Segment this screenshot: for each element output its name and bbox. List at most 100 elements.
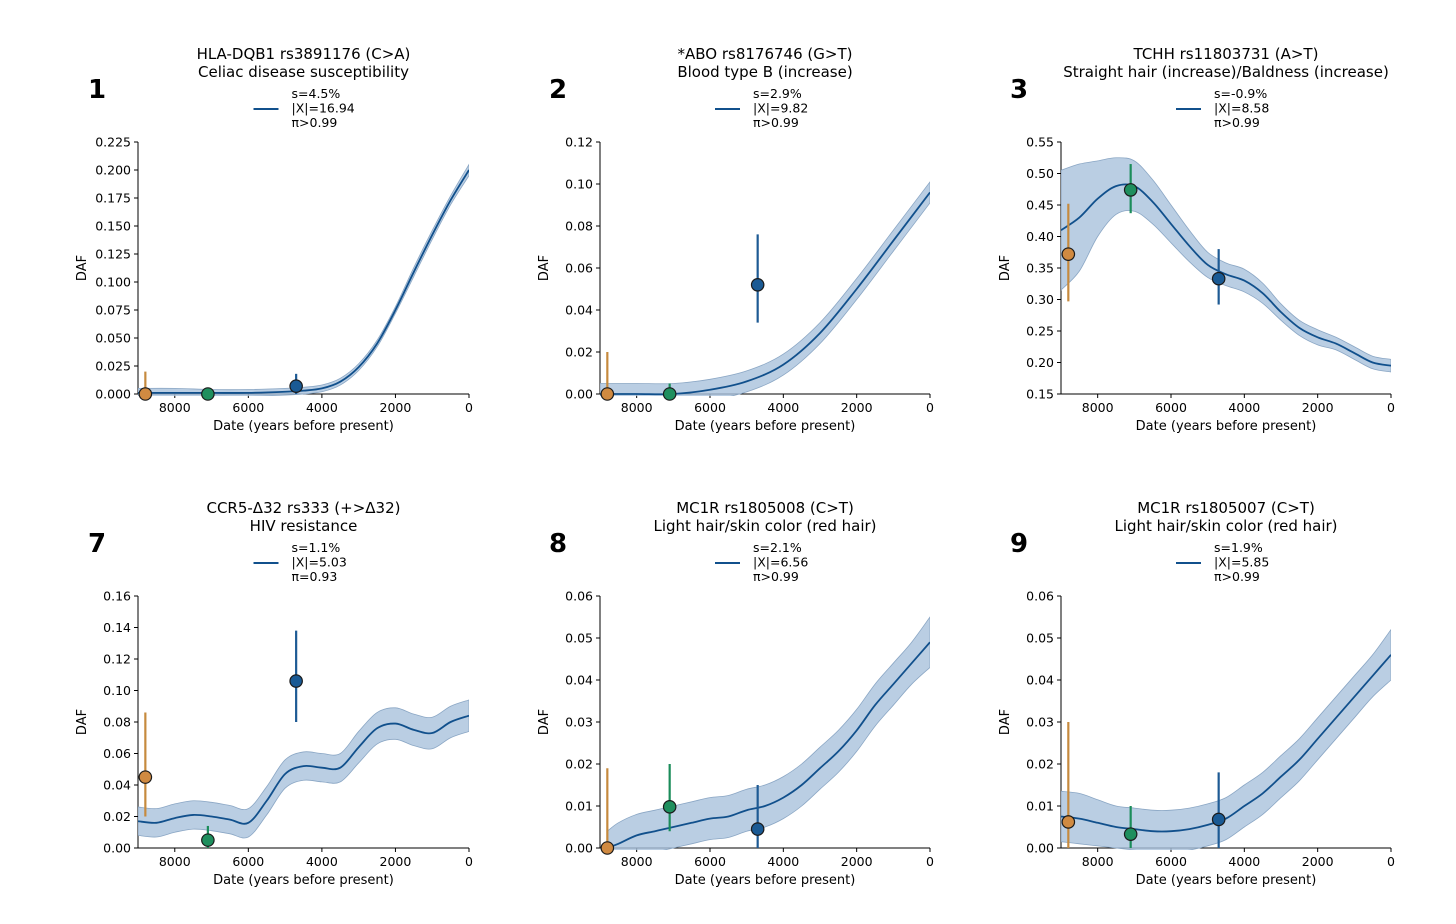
x-tick-label: 6000 [694, 400, 726, 415]
x-axis-label: Date (years before present) [1136, 873, 1317, 888]
data-point [1211, 812, 1226, 827]
panel-number: 3 [1010, 75, 1028, 105]
panel-number: 9 [1010, 529, 1028, 559]
legend-entry: |X|=5.03 [292, 555, 347, 570]
y-tick-label: 0.02 [103, 809, 131, 824]
y-tick-label: 0.02 [1026, 757, 1054, 772]
panel-9: 9 MC1R rs1805007 (C>T)Light hair/skin col… [998, 499, 1395, 888]
y-tick-label: 0.04 [565, 303, 593, 318]
x-tick-label: 4000 [1228, 854, 1260, 869]
y-tick-label: 0.01 [565, 799, 593, 814]
legend: s=1.9%|X|=5.85π>0.99 [1176, 540, 1269, 584]
y-tick-label: 0.06 [103, 746, 131, 761]
panel-number: 7 [88, 529, 106, 559]
confidence-band [1061, 157, 1391, 373]
data-point [1123, 183, 1138, 197]
chart-subtitle: HIV resistance [250, 517, 358, 535]
y-tick-label: 0.150 [95, 219, 131, 234]
x-tick-label: 0 [1387, 400, 1395, 415]
legend: s=1.1%|X|=5.03π=0.93 [253, 540, 347, 584]
y-tick-label: 0.25 [1026, 324, 1054, 339]
x-axis-label: Date (years before present) [213, 873, 394, 888]
y-tick-label: 0.00 [1026, 841, 1054, 856]
chart-subtitle: Celiac disease susceptibility [198, 63, 409, 81]
confidence-band [606, 616, 930, 850]
y-tick-label: 0.06 [565, 261, 593, 276]
trajectory-line [138, 714, 469, 825]
x-axis-label: Date (years before present) [213, 419, 394, 434]
y-tick-label: 0.08 [103, 715, 131, 730]
legend-entry: s=2.9% [753, 86, 802, 101]
legend: s=2.9%|X|=9.82π>0.99 [715, 86, 808, 130]
x-tick-label: 4000 [306, 400, 338, 415]
confidence-band [1061, 628, 1391, 850]
panel-number: 2 [549, 75, 567, 105]
y-tick-label: 0.12 [103, 652, 131, 667]
y-tick-label: 0.10 [103, 683, 131, 698]
y-tick-label: 0.000 [95, 387, 131, 402]
y-axis-label: DAF [537, 255, 552, 281]
y-tick-label: 0.08 [565, 219, 593, 234]
x-tick-label: 6000 [694, 854, 726, 869]
legend: s=-0.9%|X|=8.58π>0.99 [1176, 86, 1269, 130]
y-tick-label: 0.10 [565, 177, 593, 192]
legend-entry: |X|=8.58 [1214, 101, 1269, 116]
y-axis-label: DAF [75, 255, 90, 281]
chart-title: HLA-DQB1 rs3891176 (C>A) [197, 45, 411, 63]
x-tick-label: 4000 [767, 854, 799, 869]
legend-entry: π>0.99 [292, 115, 338, 130]
chart-subtitle: Straight hair (increase)/Baldness (incre… [1063, 63, 1389, 81]
y-tick-label: 0.02 [565, 345, 593, 360]
data-point [662, 387, 677, 401]
x-tick-label: 2000 [841, 400, 873, 415]
y-tick-label: 0.06 [565, 589, 593, 604]
x-tick-label: 4000 [1228, 400, 1260, 415]
x-tick-label: 8000 [621, 400, 653, 415]
legend-entry: |X|=5.85 [1214, 555, 1269, 570]
x-tick-label: 2000 [1302, 854, 1334, 869]
confidence-band [138, 163, 469, 396]
y-tick-label: 0.00 [565, 841, 593, 856]
y-tick-label: 0.125 [95, 247, 131, 262]
chart-title: MC1R rs1805008 (C>T) [676, 499, 854, 517]
y-tick-label: 0.100 [95, 275, 131, 290]
panel-number: 1 [88, 75, 106, 105]
x-tick-label: 8000 [621, 854, 653, 869]
x-tick-label: 6000 [232, 400, 264, 415]
data-point [1061, 247, 1076, 261]
legend-entry: |X|=6.56 [753, 555, 808, 570]
data-point [600, 387, 615, 401]
x-tick-label: 8000 [1082, 400, 1114, 415]
y-tick-label: 0.06 [1026, 589, 1054, 604]
x-tick-label: 0 [465, 854, 473, 869]
data-point [750, 822, 765, 836]
legend-entry: π>0.99 [1214, 115, 1260, 130]
y-tick-label: 0.20 [1026, 355, 1054, 370]
x-tick-label: 4000 [306, 854, 338, 869]
y-tick-label: 0.30 [1026, 292, 1054, 307]
x-tick-label: 0 [926, 400, 934, 415]
x-axis-label: Date (years before present) [1136, 419, 1317, 434]
data-point [289, 379, 303, 393]
chart-title: CCR5-Δ32 rs333 (+>Δ32) [206, 499, 400, 517]
y-axis-label: DAF [998, 709, 1013, 735]
legend-entry: |X|=9.82 [753, 101, 808, 116]
chart-title: *ABO rs8176746 (G>T) [678, 45, 853, 63]
chart-title: TCHH rs11803731 (A>T) [1133, 45, 1319, 63]
y-tick-label: 0.03 [565, 715, 593, 730]
data-point [1061, 815, 1076, 829]
y-tick-label: 0.200 [95, 163, 131, 178]
y-tick-label: 0.40 [1026, 229, 1054, 244]
x-axis-label: Date (years before present) [675, 419, 856, 434]
y-tick-label: 0.12 [565, 135, 593, 150]
legend: s=2.1%|X|=6.56π>0.99 [715, 540, 808, 584]
confidence-band [600, 181, 930, 396]
y-tick-label: 0.00 [565, 387, 593, 402]
y-tick-label: 0.05 [1026, 631, 1054, 646]
x-tick-label: 6000 [232, 854, 264, 869]
x-tick-label: 4000 [767, 400, 799, 415]
y-tick-label: 0.04 [1026, 673, 1054, 688]
chart-subtitle: Light hair/skin color (red hair) [653, 517, 876, 535]
panel-1: 1 HLA-DQB1 rs3891176 (C>A)Celiac disease … [75, 45, 473, 434]
y-tick-label: 0.025 [95, 359, 131, 374]
